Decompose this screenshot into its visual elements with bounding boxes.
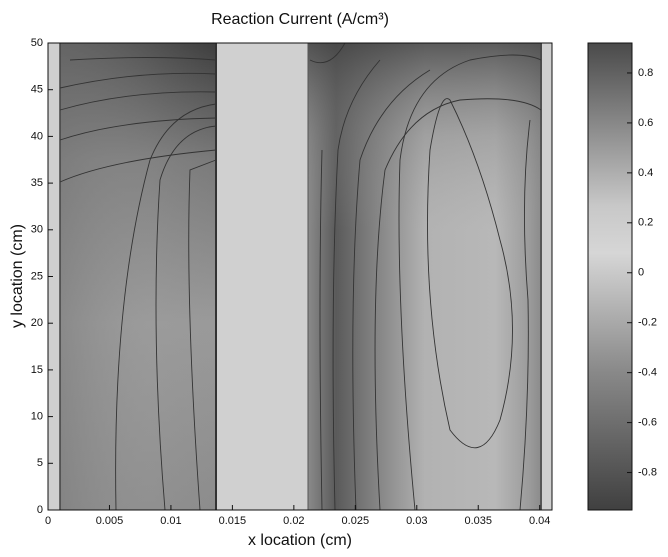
- contour-line: [319, 149, 323, 511]
- y-tick-label: 40: [31, 130, 43, 142]
- chart-title: Reaction Current (A/cm³): [211, 11, 389, 28]
- colorbar-tick-label: -0.2: [638, 317, 657, 329]
- region: [60, 43, 216, 510]
- contour-line: [59, 117, 217, 141]
- x-tick-label: 0.03: [406, 515, 427, 527]
- contour-line: [59, 72, 217, 89]
- contour-line: [155, 125, 217, 511]
- colorbar-tick-label: 0.6: [638, 117, 653, 129]
- y-tick-label: 20: [31, 317, 43, 329]
- y-tick-label: 25: [31, 270, 43, 282]
- colorbar-tick-label: -0.6: [638, 416, 657, 428]
- x-tick-label: 0: [45, 515, 51, 527]
- contour-line: [59, 91, 217, 111]
- y-tick-label: 5: [37, 457, 43, 469]
- colorbar-tick-label: 0: [638, 267, 644, 279]
- contour-line: [374, 98, 542, 511]
- region: [218, 43, 308, 510]
- contour-line: [427, 98, 513, 449]
- y-tick-label: 45: [31, 84, 43, 96]
- contour-line: [332, 59, 381, 511]
- x-tick-label: 0.02: [283, 515, 304, 527]
- y-tick-label: 15: [31, 364, 43, 376]
- x-tick-label: 0.035: [464, 515, 492, 527]
- contour-line: [69, 57, 217, 61]
- y-tick-label: 50: [31, 37, 43, 49]
- y-tick-label: 0: [37, 504, 43, 516]
- contour-line: [519, 119, 531, 511]
- colorbar-tick-label: 0.8: [638, 67, 653, 79]
- colorbar: [587, 42, 633, 511]
- colorbar-tick-label: -0.8: [638, 466, 657, 478]
- x-tick-label: 0.01: [160, 515, 181, 527]
- y-tick-label: 30: [31, 224, 43, 236]
- x-tick-label: 0.005: [96, 515, 124, 527]
- contour-line: [115, 103, 217, 511]
- contour-line: [188, 159, 217, 511]
- x-tick-label: 0.025: [342, 515, 370, 527]
- x-axis-label: x location (cm): [248, 532, 352, 549]
- colorbar-tick-label: 0.4: [638, 167, 653, 179]
- y-tick-label: 10: [31, 411, 43, 423]
- contour-line: [59, 149, 217, 183]
- contour-line: [352, 69, 431, 511]
- x-tick-label: 0.04: [529, 515, 550, 527]
- contour-field: [48, 42, 552, 511]
- y-axis-label: y location (cm): [9, 224, 26, 328]
- y-tick-label: 35: [31, 177, 43, 189]
- x-tick-label: 0.015: [219, 515, 247, 527]
- colorbar-tick-label: -0.4: [638, 367, 657, 379]
- region: [308, 43, 542, 510]
- contour-line: [309, 42, 346, 64]
- colorbar-tick-label: 0.2: [638, 217, 653, 229]
- contour-line: [398, 54, 542, 511]
